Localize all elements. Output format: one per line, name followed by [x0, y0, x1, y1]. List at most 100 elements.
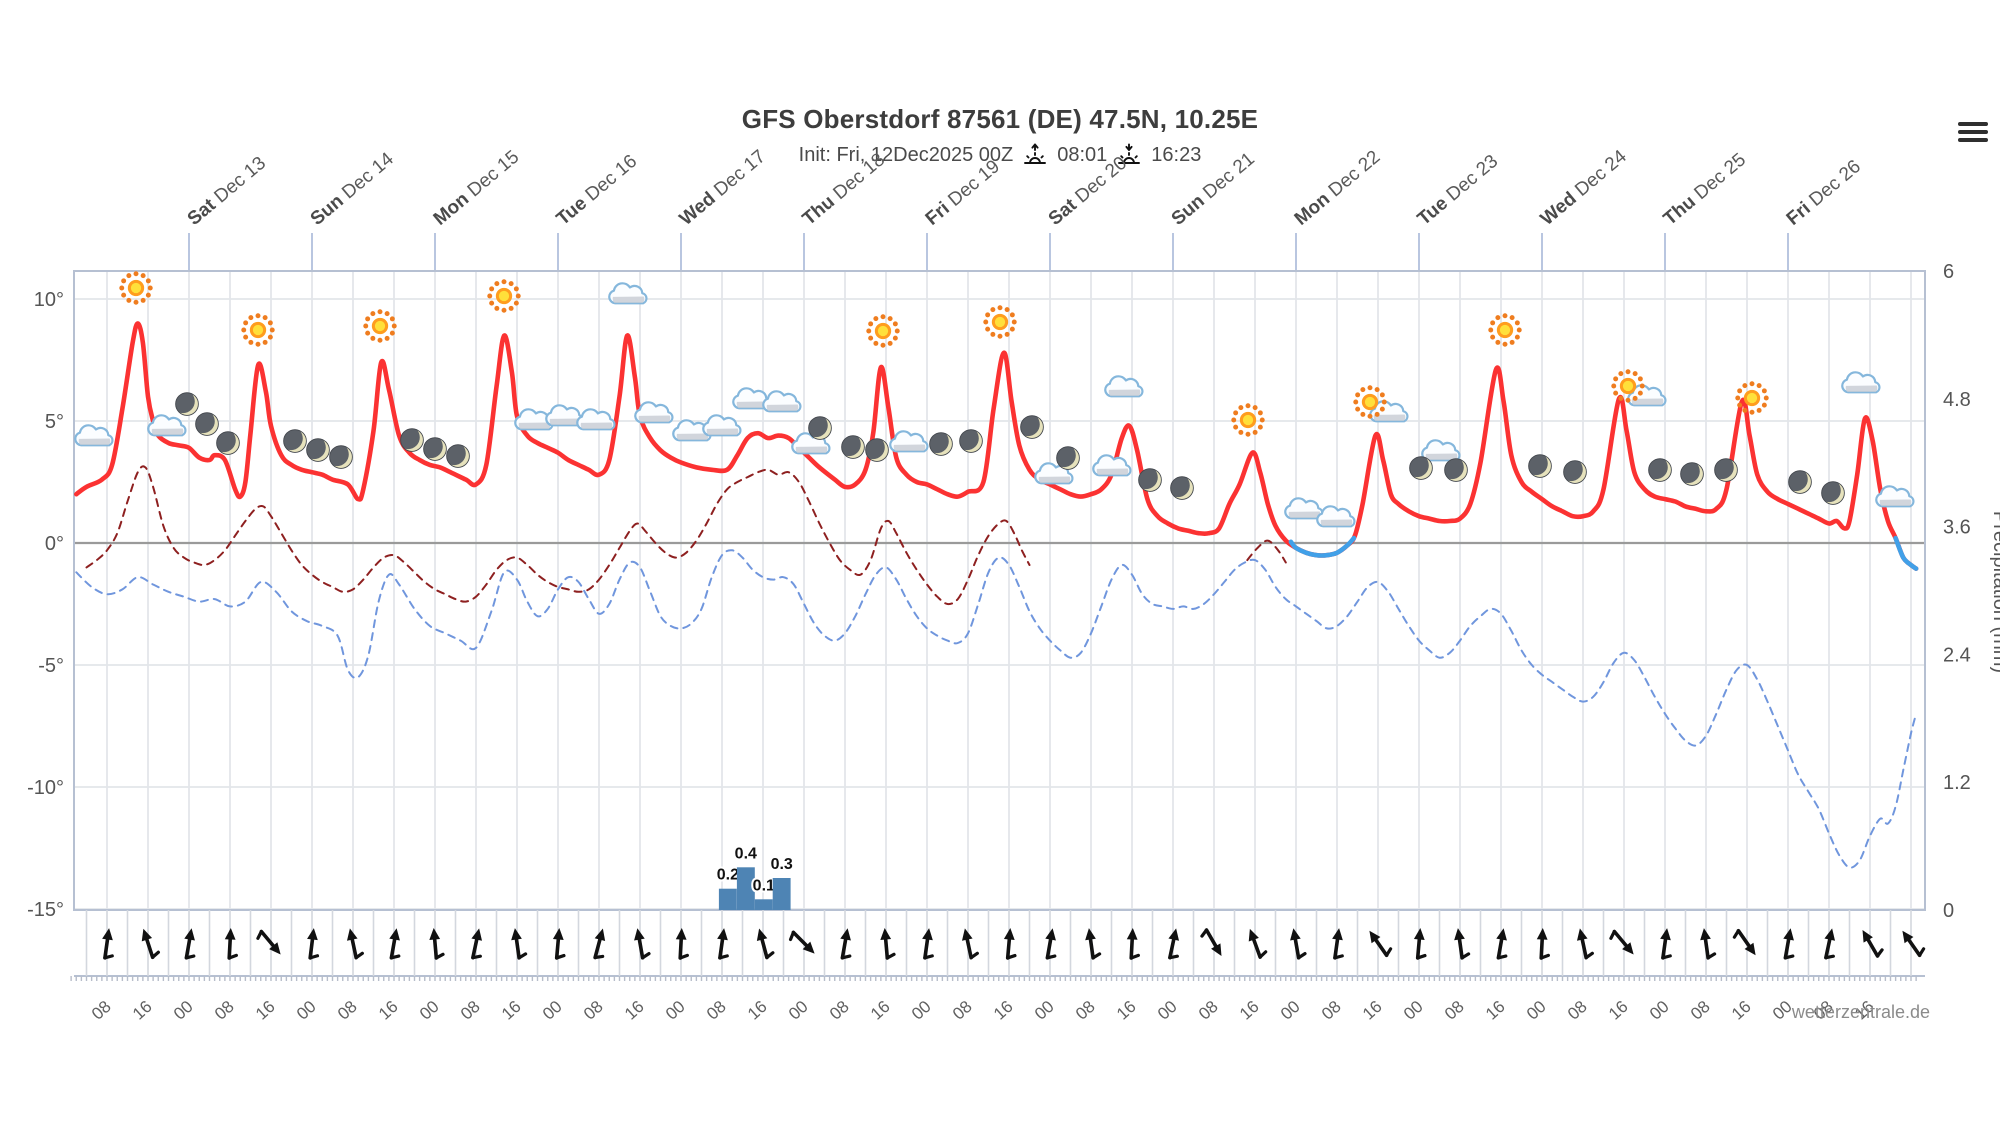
precip-bar: [772, 878, 791, 910]
sun-icon: [1231, 403, 1265, 437]
precip-value: 0.4: [735, 845, 757, 862]
svg-text:08: 08: [1318, 997, 1345, 1024]
day-label: Tue Dec 16: [553, 151, 641, 230]
svg-text:16: 16: [1236, 997, 1263, 1024]
svg-text:10°: 10°: [34, 289, 64, 311]
sun-icon: [983, 305, 1017, 339]
svg-text:16: 16: [129, 997, 156, 1024]
moon-icon: [837, 433, 864, 459]
day-label: Thu Dec 18: [799, 149, 889, 230]
cloud-icon: [889, 430, 929, 453]
day-label: Sun Dec 14: [307, 148, 398, 230]
cloud-icon: [576, 408, 616, 431]
temperature-below-freezing-line: [1288, 535, 1919, 571]
svg-text:08: 08: [211, 997, 238, 1024]
svg-text:08: 08: [1441, 997, 1468, 1024]
day-label: Fri Dec 19: [922, 156, 1004, 230]
wind-arrow: [1124, 925, 1142, 961]
grid: [74, 271, 1925, 910]
svg-text:0°: 0°: [45, 533, 64, 555]
cloud-icon: [1421, 439, 1461, 462]
svg-text:08: 08: [949, 997, 976, 1024]
svg-text:00: 00: [1277, 997, 1304, 1024]
watermark: wetterzentrale.de: [1791, 1002, 1930, 1022]
day-label: Mon Dec 15: [430, 147, 524, 230]
svg-text:16: 16: [744, 997, 771, 1024]
svg-text:00: 00: [416, 997, 443, 1024]
cloud-icon: [702, 414, 742, 437]
svg-text:-5°: -5°: [38, 655, 64, 677]
cloud-icon: [1092, 454, 1132, 477]
svg-text:16: 16: [252, 997, 279, 1024]
moon-icon: [1676, 460, 1703, 486]
svg-text:08: 08: [580, 997, 607, 1024]
svg-text:00: 00: [662, 997, 689, 1024]
svg-text:08: 08: [1564, 997, 1591, 1024]
svg-text:08: 08: [88, 997, 115, 1024]
svg-text:0: 0: [1943, 900, 1954, 922]
svg-text:08: 08: [826, 997, 853, 1024]
time-axis-labels: 08 16 00 08 16 00 08 16 00 08 16 00 08 16 00 08 16 00 08 16…: [88, 997, 1878, 1024]
moon-icon: [212, 429, 239, 455]
cloud-icon: [634, 401, 674, 424]
svg-text:1.2: 1.2: [1943, 772, 1971, 794]
sun-icon: [866, 314, 900, 348]
moon-icon: [279, 427, 306, 453]
cloud-icon: [1841, 371, 1881, 394]
wind-strip: [70, 910, 1928, 981]
svg-text:00: 00: [1523, 997, 1550, 1024]
init-label: Init: Fri, 12Dec2025 00Z: [798, 143, 1014, 166]
svg-text:08: 08: [1195, 997, 1222, 1024]
sun-icon: [487, 279, 521, 313]
svg-text:5°: 5°: [45, 411, 64, 433]
sunrise-time: 08:01: [1057, 143, 1108, 166]
precip-value: 0.2: [717, 867, 739, 884]
cloud-icon: [1316, 505, 1356, 528]
svg-text:-10°: -10°: [27, 777, 64, 799]
moon-icon: [1134, 466, 1161, 492]
plot-border: [73, 270, 1926, 911]
svg-text:00: 00: [1031, 997, 1058, 1024]
dew-point-line: [75, 549, 1918, 869]
day-label: Sun Dec 21: [1168, 149, 1259, 230]
moon-icon: [1817, 479, 1844, 505]
moon-icon: [171, 390, 198, 416]
svg-text:08: 08: [334, 997, 361, 1024]
svg-text:00: 00: [1400, 997, 1427, 1024]
svg-text:16: 16: [621, 997, 648, 1024]
svg-text:16: 16: [375, 997, 402, 1024]
wind-arrow: [222, 925, 240, 961]
svg-text:08: 08: [703, 997, 730, 1024]
sun-icon: [363, 309, 397, 343]
moon-icon: [325, 443, 352, 469]
moon-icon: [1644, 456, 1671, 482]
chart-subtitle: Init: Fri, 12Dec2025 00Z 08:01 16:23: [0, 142, 2000, 168]
temperature-2m-line: [74, 321, 1919, 571]
cloud-icon: [1284, 497, 1324, 520]
svg-text:16: 16: [990, 997, 1017, 1024]
svg-text:16: 16: [1359, 997, 1386, 1024]
svg-text:00: 00: [293, 997, 320, 1024]
temperature-850hpa-line: [85, 465, 1287, 606]
moon-icon: [396, 426, 423, 452]
cloud-icon: [1104, 375, 1144, 398]
svg-text:00: 00: [785, 997, 812, 1024]
day-label: Sat Dec 20: [1045, 153, 1131, 230]
precipitation-bars: 0.2 0.4 0.1 0.3: [715, 843, 795, 910]
day-axis: Sat Dec 13 Sun Dec 14 Mon Dec 15 Tue Dec 16…: [184, 146, 1865, 271]
cloud-icon: [147, 414, 187, 437]
wind-arrow: [1410, 925, 1430, 961]
moon-icon: [955, 427, 982, 453]
svg-text:4.8: 4.8: [1943, 389, 1971, 411]
day-label: Mon Dec 22: [1291, 147, 1385, 230]
menu-icon[interactable]: [1958, 122, 1988, 148]
moon-icon: [925, 430, 952, 456]
page-title: GFS Oberstdorf 87561 (DE) 47.5N, 10.25E: [741, 104, 1259, 134]
wind-arrow: [877, 925, 897, 961]
sun-icon: [1488, 313, 1522, 347]
precip-value: 0.1: [753, 877, 775, 894]
svg-text:-15°: -15°: [27, 899, 64, 921]
svg-text:08: 08: [1072, 997, 1099, 1024]
cloud-icon: [1875, 485, 1915, 508]
